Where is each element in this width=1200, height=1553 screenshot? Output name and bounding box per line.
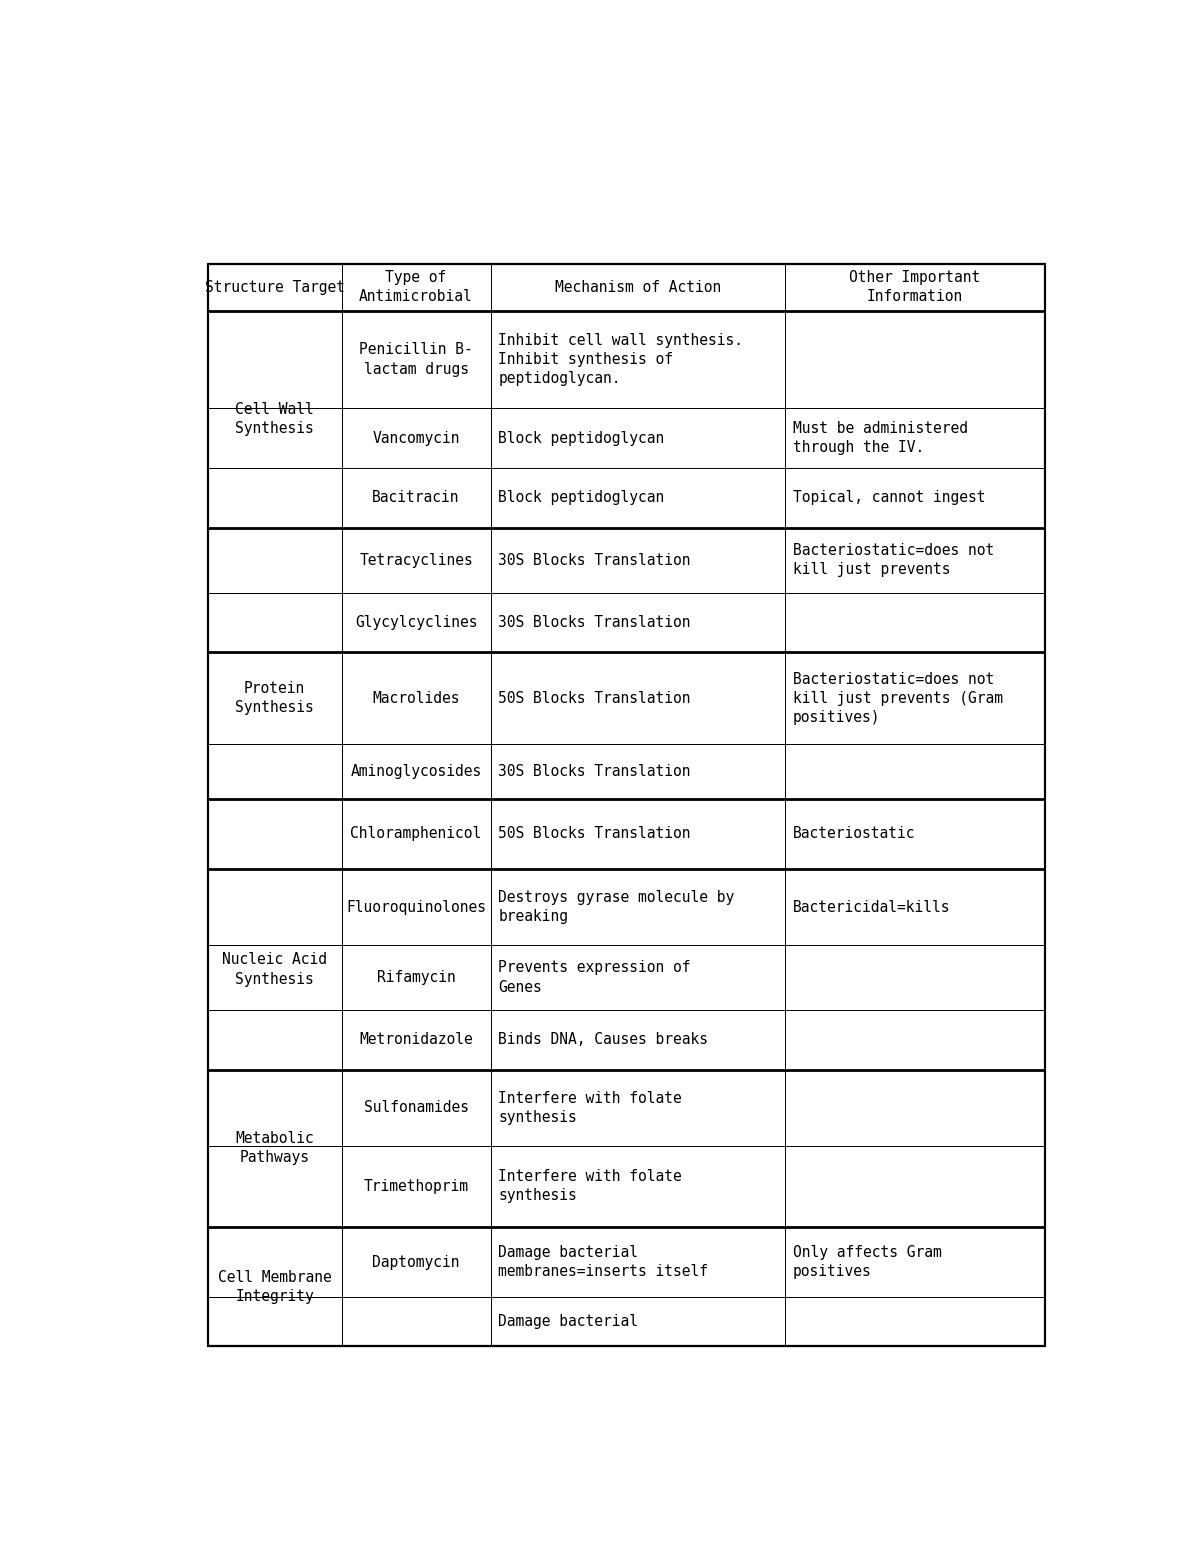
Text: Only affects Gram
positives: Only affects Gram positives	[793, 1246, 942, 1280]
Text: 50S Blocks Translation: 50S Blocks Translation	[498, 826, 691, 842]
Text: Cell Membrane
Integrity: Cell Membrane Integrity	[217, 1269, 331, 1305]
Text: Interfere with folate
synthesis: Interfere with folate synthesis	[498, 1169, 682, 1204]
Text: Topical, cannot ingest: Topical, cannot ingest	[793, 491, 985, 505]
Text: Damage bacterial: Damage bacterial	[498, 1314, 638, 1329]
Text: Prevents expression of
Genes: Prevents expression of Genes	[498, 960, 691, 994]
Text: Block peptidoglycan: Block peptidoglycan	[498, 491, 665, 505]
Text: 30S Blocks Translation: 30S Blocks Translation	[498, 553, 691, 567]
Text: Metronidazole: Metronidazole	[359, 1033, 473, 1047]
Text: Fluoroquinolones: Fluoroquinolones	[346, 899, 486, 915]
Text: Aminoglycosides: Aminoglycosides	[350, 764, 481, 780]
Text: Structure Target: Structure Target	[205, 280, 344, 295]
Text: Vancomycin: Vancomycin	[372, 430, 460, 446]
Text: Destroys gyrase molecule by
breaking: Destroys gyrase molecule by breaking	[498, 890, 734, 924]
Text: Cell Wall
Synthesis: Cell Wall Synthesis	[235, 402, 314, 436]
Text: Tetracyclines: Tetracyclines	[359, 553, 473, 567]
Text: Inhibit cell wall synthesis.
Inhibit synthesis of
peptidoglycan.: Inhibit cell wall synthesis. Inhibit syn…	[498, 332, 743, 387]
Text: Chloramphenicol: Chloramphenicol	[350, 826, 481, 842]
Text: Mechanism of Action: Mechanism of Action	[554, 280, 721, 295]
Text: Protein
Synthesis: Protein Synthesis	[235, 682, 314, 716]
Text: Bactericidal=kills: Bactericidal=kills	[793, 899, 950, 915]
Text: Binds DNA, Causes breaks: Binds DNA, Causes breaks	[498, 1033, 708, 1047]
Text: Sulfonamides: Sulfonamides	[364, 1100, 468, 1115]
Text: 30S Blocks Translation: 30S Blocks Translation	[498, 764, 691, 780]
Text: Penicillin B-
lactam drugs: Penicillin B- lactam drugs	[359, 342, 473, 376]
Text: Must be administered
through the IV.: Must be administered through the IV.	[793, 421, 968, 455]
Text: Interfere with folate
synthesis: Interfere with folate synthesis	[498, 1090, 682, 1124]
Text: Glycylcyclines: Glycylcyclines	[355, 615, 478, 631]
Text: Nucleic Acid
Synthesis: Nucleic Acid Synthesis	[222, 952, 328, 986]
Text: Daptomycin: Daptomycin	[372, 1255, 460, 1270]
Text: Block peptidoglycan: Block peptidoglycan	[498, 430, 665, 446]
Text: Damage bacterial
membranes=inserts itself: Damage bacterial membranes=inserts itsel…	[498, 1246, 708, 1280]
Text: Type of
Antimicrobial: Type of Antimicrobial	[359, 270, 473, 304]
Text: Other Important
Information: Other Important Information	[850, 270, 980, 304]
Text: 50S Blocks Translation: 50S Blocks Translation	[498, 691, 691, 705]
Text: Trimethoprim: Trimethoprim	[364, 1179, 468, 1194]
Text: Bacitracin: Bacitracin	[372, 491, 460, 505]
Text: 30S Blocks Translation: 30S Blocks Translation	[498, 615, 691, 631]
Text: Bacteriostatic: Bacteriostatic	[793, 826, 916, 842]
Text: Rifamycin: Rifamycin	[377, 971, 456, 985]
Text: Bacteriostatic=does not
kill just prevents (Gram
positives): Bacteriostatic=does not kill just preven…	[793, 671, 1003, 725]
Text: Macrolides: Macrolides	[372, 691, 460, 705]
Text: Metabolic
Pathways: Metabolic Pathways	[235, 1131, 314, 1165]
Text: Bacteriostatic=does not
kill just prevents: Bacteriostatic=does not kill just preven…	[793, 544, 994, 578]
